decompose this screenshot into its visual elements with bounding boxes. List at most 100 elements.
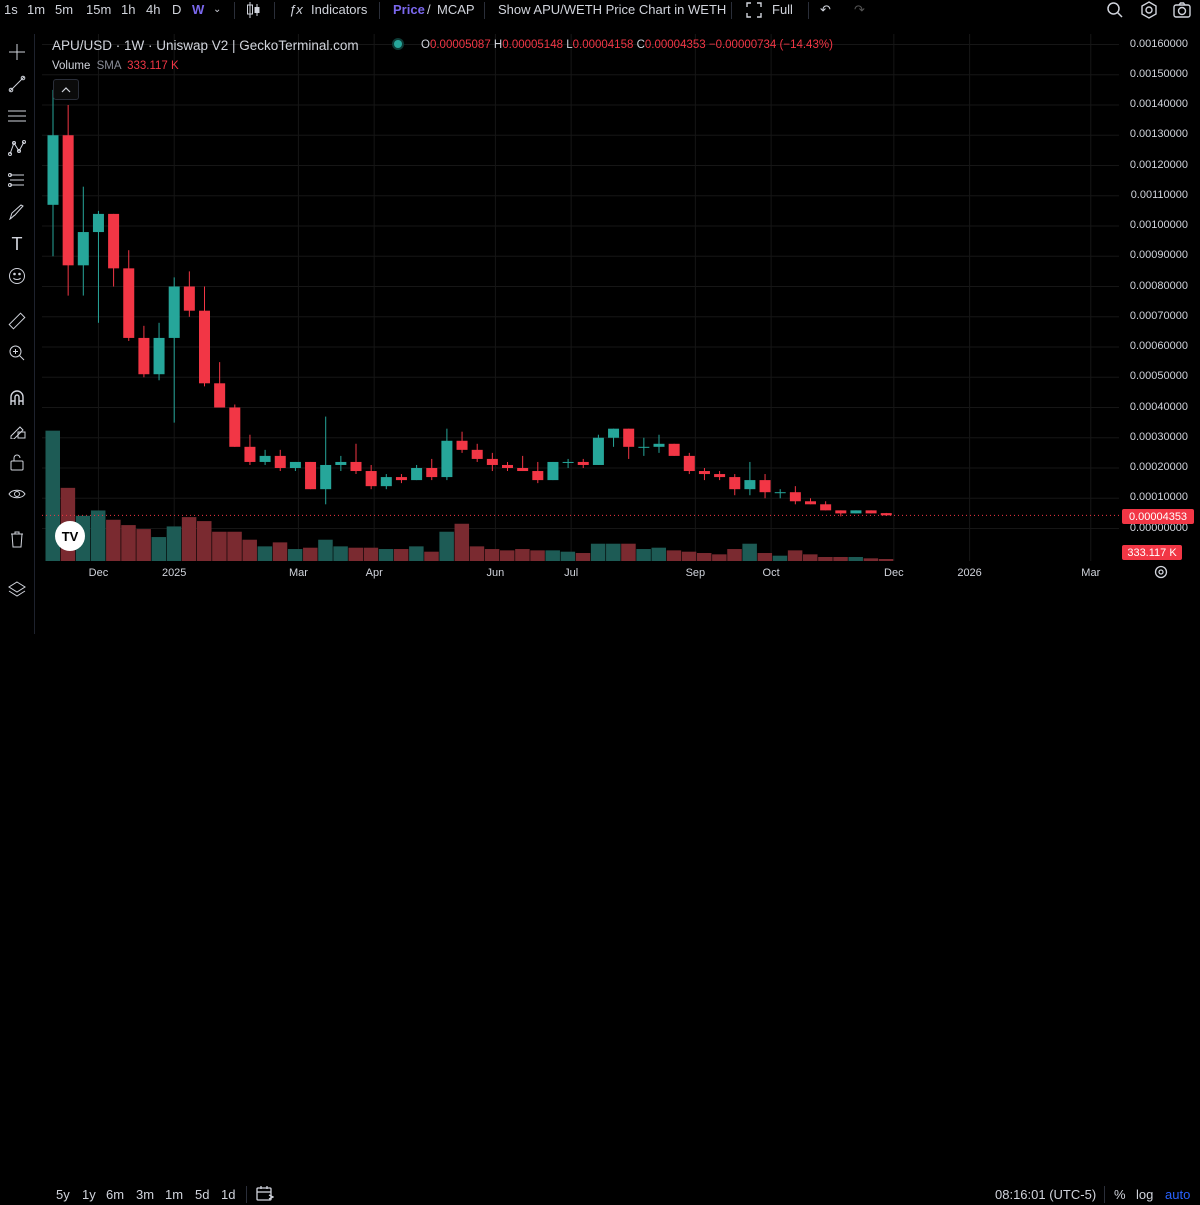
- candle: [259, 449, 271, 465]
- x-tick-label: Oct: [762, 567, 780, 579]
- volume-bar: [848, 557, 863, 561]
- range-1y[interactable]: 1y: [82, 1187, 96, 1202]
- auto-toggle[interactable]: auto: [1165, 1187, 1191, 1202]
- candle-body: [608, 428, 620, 438]
- volume-bar: [393, 549, 409, 561]
- close-value: 0.00004353: [644, 39, 706, 51]
- show-weth-chart-button[interactable]: Show APU/WETH Price Chart in WETH: [498, 2, 727, 17]
- last-volume-tag: 333.117 K: [1122, 545, 1182, 560]
- horizontal-lines-icon[interactable]: [5, 104, 29, 128]
- candle: [774, 489, 786, 499]
- interval-5m[interactable]: 5m: [55, 2, 74, 17]
- ohlc-legend: O0.00005087 H0.00005148 L0.00004158 C0.0…: [421, 39, 833, 51]
- candle: [865, 510, 877, 514]
- forecast-icon[interactable]: [5, 168, 29, 192]
- candle: [123, 250, 135, 341]
- clock-time[interactable]: 08:16:01 (UTC-5): [995, 1187, 1097, 1202]
- price-chart[interactable]: [42, 34, 1119, 561]
- range-1d[interactable]: 1d: [221, 1187, 236, 1202]
- crosshair-icon[interactable]: [5, 40, 29, 64]
- candle-body: [865, 510, 877, 514]
- pattern-icon[interactable]: [5, 136, 29, 160]
- candle: [820, 501, 832, 511]
- indicators-button[interactable]: Indicators: [311, 2, 368, 17]
- price-toggle[interactable]: Price: [393, 2, 425, 17]
- range-1m[interactable]: 1m: [165, 1187, 184, 1202]
- candle: [789, 486, 801, 505]
- fullscreen-button[interactable]: Full: [772, 2, 793, 17]
- volume-value: 333.117 K: [127, 60, 179, 72]
- fullscreen-icon[interactable]: [746, 2, 762, 21]
- log-toggle[interactable]: log: [1136, 1187, 1154, 1202]
- interval-d[interactable]: D: [172, 2, 182, 17]
- layers-icon[interactable]: [5, 577, 29, 601]
- candle-body: [517, 468, 529, 472]
- y-tick-label: 0.00160000: [1129, 37, 1188, 50]
- last-price-tag: 0.00004353: [1122, 509, 1194, 524]
- range-6m[interactable]: 6m: [106, 1187, 125, 1202]
- candle-body: [350, 461, 362, 472]
- trash-icon[interactable]: [5, 527, 29, 551]
- brush-icon[interactable]: [5, 200, 29, 224]
- volume-bar: [287, 549, 303, 561]
- y-tick-label: 0.00140000: [1129, 98, 1188, 110]
- search-icon[interactable]: [1106, 1, 1124, 22]
- range-5y[interactable]: 5y: [56, 1187, 70, 1202]
- indicators-icon[interactable]: ƒx: [289, 2, 303, 17]
- range-5d[interactable]: 5d: [195, 1187, 210, 1202]
- candle: [153, 322, 165, 381]
- y-tick-label: 0.00120000: [1129, 158, 1188, 171]
- candle: [411, 464, 423, 481]
- mcap-toggle[interactable]: MCAP: [437, 2, 475, 17]
- percent-toggle[interactable]: %: [1114, 1187, 1126, 1202]
- redo-icon[interactable]: ↷: [854, 2, 865, 17]
- axis-settings-gear-icon[interactable]: [1153, 564, 1169, 583]
- candle: [714, 471, 726, 481]
- volume-bar: [636, 549, 651, 561]
- candle: [698, 468, 710, 481]
- zoom-in-icon[interactable]: [5, 341, 29, 365]
- candle-body: [759, 480, 771, 493]
- magnet-icon[interactable]: [5, 386, 29, 410]
- collapse-legend-button[interactable]: [53, 79, 79, 100]
- candlestick-icon[interactable]: [245, 1, 261, 22]
- trend-line-icon[interactable]: [5, 72, 29, 96]
- interval-1s[interactable]: 1s: [4, 2, 18, 17]
- x-tick-label: Dec: [884, 567, 904, 579]
- lock-drawings-icon[interactable]: [5, 418, 29, 442]
- gear-icon[interactable]: [1140, 1, 1158, 22]
- tradingview-logo[interactable]: TV: [55, 521, 85, 551]
- candle-body: [138, 337, 150, 375]
- ruler-icon[interactable]: [5, 309, 29, 333]
- interval-15m[interactable]: 15m: [86, 2, 112, 17]
- interval-w[interactable]: W: [192, 2, 205, 17]
- candle-body: [365, 471, 377, 487]
- candle-body: [714, 474, 726, 478]
- chevron-up-icon: [61, 86, 71, 92]
- undo-icon[interactable]: ↶: [820, 2, 831, 17]
- candle-body: [698, 471, 710, 475]
- interval-1h[interactable]: 1h: [121, 2, 136, 17]
- candle-body: [289, 461, 301, 468]
- candle: [517, 455, 529, 472]
- open-value: 0.00005087: [429, 39, 491, 51]
- eye-icon[interactable]: [5, 482, 29, 506]
- y-tick-label: 0.00050000: [1129, 370, 1188, 383]
- lock-icon[interactable]: [5, 450, 29, 474]
- range-3m[interactable]: 3m: [136, 1187, 155, 1202]
- interval-4h[interactable]: 4h: [146, 2, 161, 17]
- candle-body: [62, 135, 74, 266]
- candle: [214, 362, 226, 408]
- candle-body: [320, 464, 332, 490]
- chevron-down-icon[interactable]: ⌄: [213, 4, 222, 15]
- candle: [532, 461, 544, 484]
- text-icon[interactable]: T: [11, 233, 23, 254]
- candle: [744, 461, 756, 496]
- candle-body: [623, 428, 635, 447]
- camera-icon[interactable]: [1173, 1, 1191, 22]
- date-range-calendar-icon[interactable]: [256, 1185, 275, 1205]
- emoji-icon[interactable]: [5, 264, 29, 288]
- chart-title: APU/USD · 1W · Uniswap V2 | GeckoTermina…: [52, 38, 359, 53]
- candle-body: [426, 468, 438, 478]
- interval-1m[interactable]: 1m: [27, 2, 46, 17]
